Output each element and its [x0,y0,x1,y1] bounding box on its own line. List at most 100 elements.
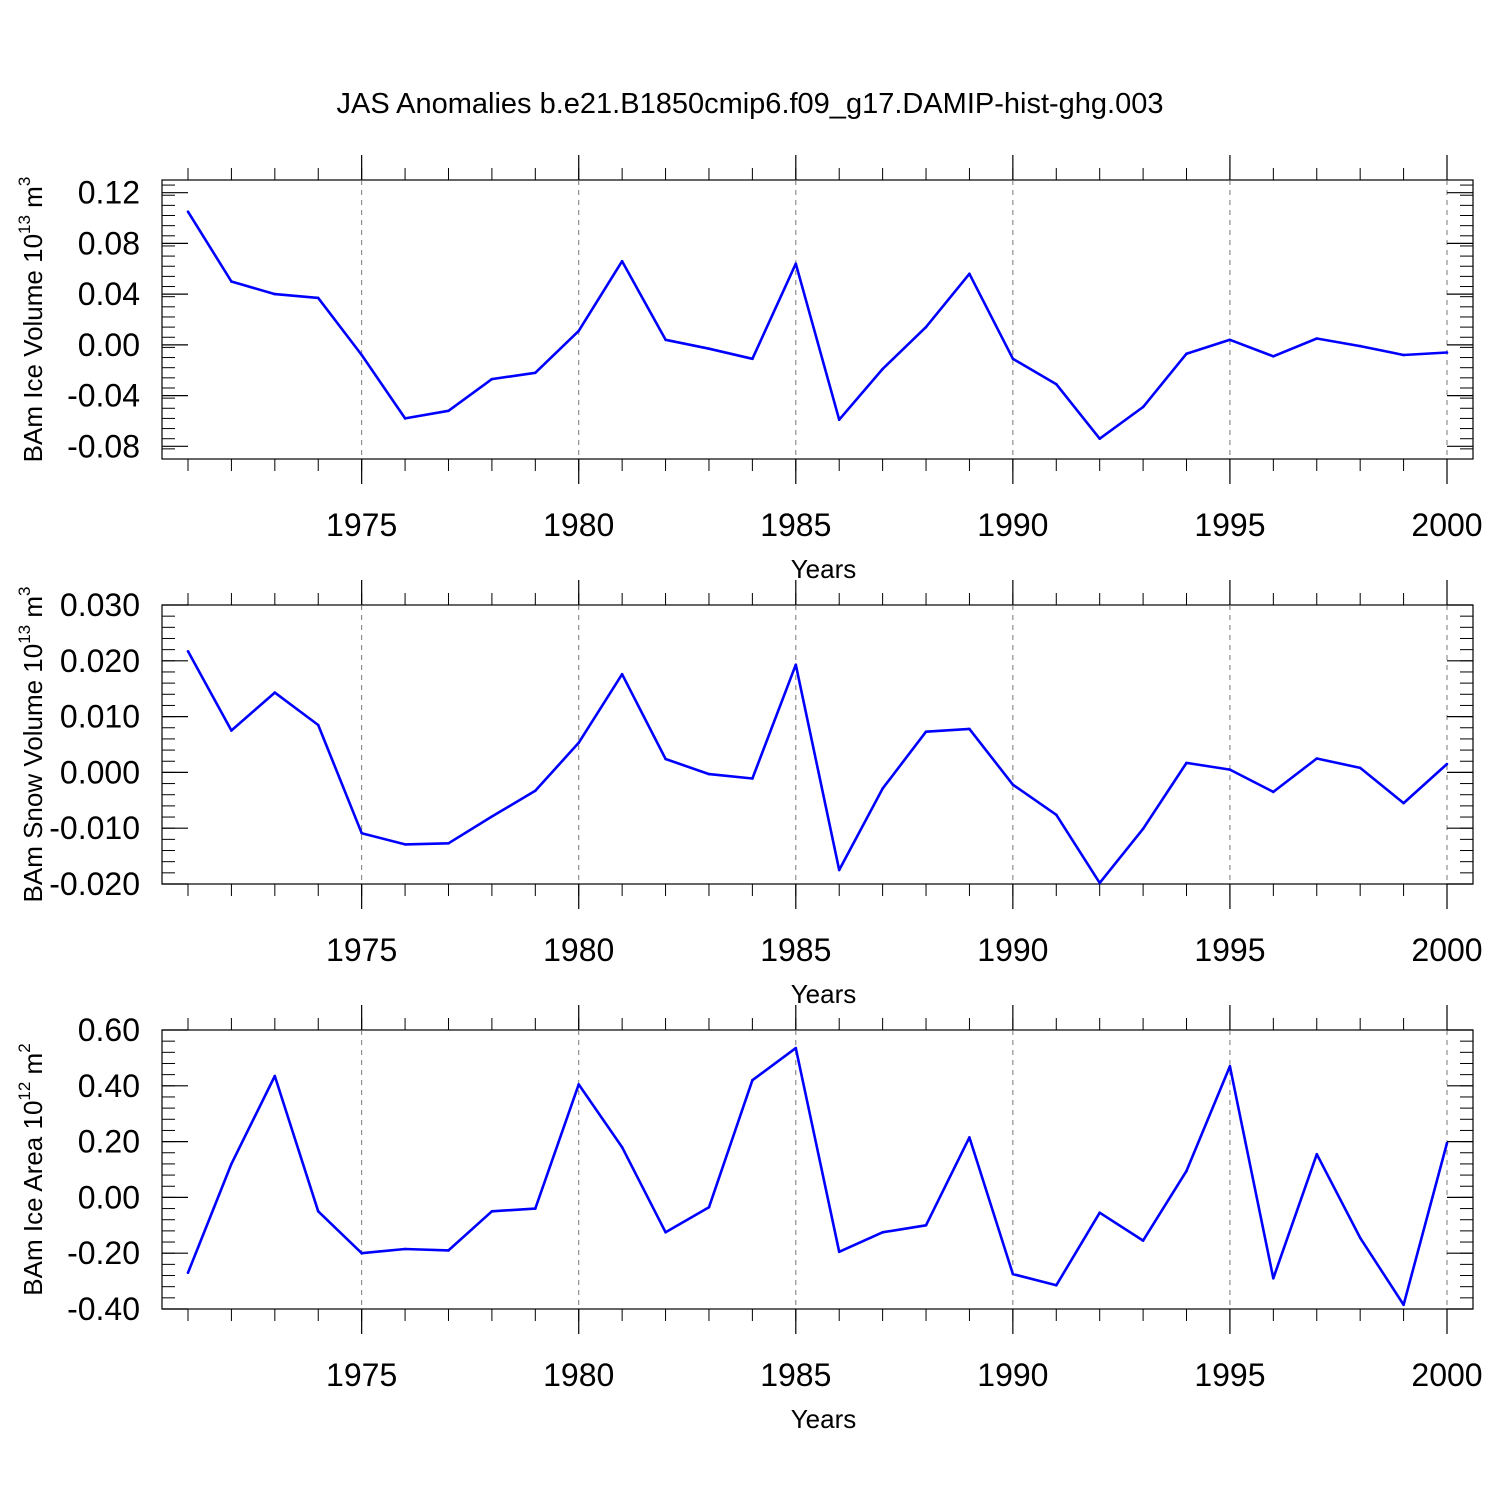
plot-frame [161,1029,1474,1310]
data-point [1358,1236,1362,1240]
x-axis-label: Years [791,979,857,1009]
data-point [1185,761,1188,765]
data-point [186,210,190,213]
y-tick-label: 0.000 [60,754,140,790]
data-point [837,868,841,872]
y-tick-label: 0.00 [78,1179,140,1215]
data-point [316,1210,320,1213]
x-tick-label: 2000 [1411,932,1482,968]
plot-frame [161,604,1474,885]
x-tick-label: 1980 [543,932,614,968]
data-point [751,777,754,780]
y-tick-label: -0.020 [49,866,140,902]
x-axis-label: Years [791,1404,857,1434]
data-point [1358,344,1362,348]
y-tick-label: -0.04 [67,378,140,414]
data-point [577,741,580,745]
data-point [186,650,190,653]
data-point [620,1145,624,1149]
y-tick-label: 0.60 [78,1012,140,1048]
data-point [1141,1239,1145,1242]
data-point [620,259,624,263]
data-point [1315,1152,1319,1156]
x-tick-label: 1985 [760,1357,831,1393]
x-tick-label: 1985 [760,507,831,543]
y-axis-label: BAm Ice Area 1012 m2 [15,1043,48,1295]
plot-frame [161,179,1474,460]
data-point [1185,352,1188,356]
data-point [794,1046,798,1050]
data-point [273,1074,277,1078]
data-point [924,1224,928,1227]
data-point [1055,813,1058,817]
x-tick-label: 1975 [326,932,397,968]
data-point [316,723,320,727]
y-tick-label: 0.20 [78,1124,140,1160]
data-point [1098,1211,1101,1214]
x-tick-label: 1990 [977,932,1048,968]
data-point [1445,762,1449,766]
panel-3: 1975 1980 1985 1990 1995 2000 Years -0.40 -0.20 0… [15,1005,1483,1434]
data-point [707,347,711,351]
chart-title: JAS Anomalies b.e21.B1850cmip6.f09_g17.D… [336,88,1164,120]
data-point [447,1249,450,1252]
data-point [837,418,841,422]
data-point [273,691,277,694]
data-point [794,262,798,266]
x-tick-label: 1990 [977,507,1048,543]
data-point [403,1247,407,1251]
x-tick-label: 1995 [1194,507,1265,543]
data-point [924,325,928,329]
data-point [881,1231,884,1234]
data-point [751,357,754,361]
data-point [490,377,494,381]
data-point [1228,338,1232,342]
y-tick-label: 0.04 [78,276,140,312]
data-point [881,787,884,790]
y-axis-label: BAm Ice Volume 1013 m3 [15,177,48,463]
data-point [620,672,624,676]
data-point [316,296,320,300]
data-point [968,272,971,276]
data-point [837,1250,841,1254]
data-point [1228,768,1232,771]
y-tick-label: 0.00 [78,327,140,363]
y-tick-label: 0.020 [60,643,140,679]
data-point [1011,783,1015,786]
x-tick-label: 1985 [760,932,831,968]
data-point [230,280,233,283]
data-point [1402,353,1405,357]
data-point [1141,405,1145,409]
data-point [186,1271,190,1274]
series-line [186,1046,1449,1307]
data-point [447,409,450,413]
x-tick-label: 1995 [1194,1357,1265,1393]
data-point [1272,1277,1275,1280]
data-point [1358,766,1362,770]
data-point [1315,337,1319,340]
y-tick-label: -0.40 [67,1291,140,1327]
data-point [794,663,798,666]
data-point [1011,1272,1015,1276]
data-point [1055,1284,1058,1287]
data-point [360,353,364,357]
x-tick-label: 1980 [543,507,614,543]
data-point [1445,1141,1449,1145]
data-point [360,1251,364,1255]
x-tick-label: 1995 [1194,932,1265,968]
data-point [273,292,277,296]
y-axis-label: BAm Snow Volume 1013 m3 [15,587,48,903]
data-point [707,772,711,776]
data-point [1098,437,1101,441]
data-point [230,729,233,732]
data-point [490,815,494,818]
data-point [707,1205,711,1209]
data-point [664,1231,667,1234]
data-point [1445,351,1449,354]
data-point [1402,801,1405,805]
y-tick-label: 0.08 [78,225,140,261]
data-point [534,1207,537,1210]
y-tick-label: 0.12 [78,175,140,211]
data-point [534,789,537,793]
